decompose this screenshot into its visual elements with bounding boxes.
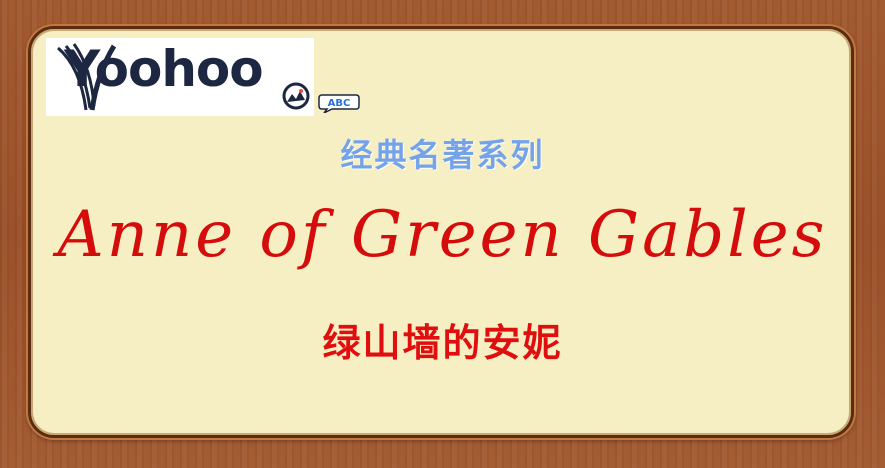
globe-icon (282, 82, 310, 110)
series-title: 经典名著系列 (340, 136, 545, 174)
english-book-title: Anne of Green Gables (57, 198, 828, 272)
yoohoo-logo: Yoohoo ABC (46, 38, 360, 116)
abc-badge-icon: ABC (318, 94, 360, 113)
quill-swoosh-icon (57, 43, 117, 111)
chinese-book-title: 绿山墙的安妮 (322, 321, 563, 365)
abc-badge-text: ABC (328, 98, 351, 109)
logo-brand-text: Yoohoo (64, 40, 264, 98)
